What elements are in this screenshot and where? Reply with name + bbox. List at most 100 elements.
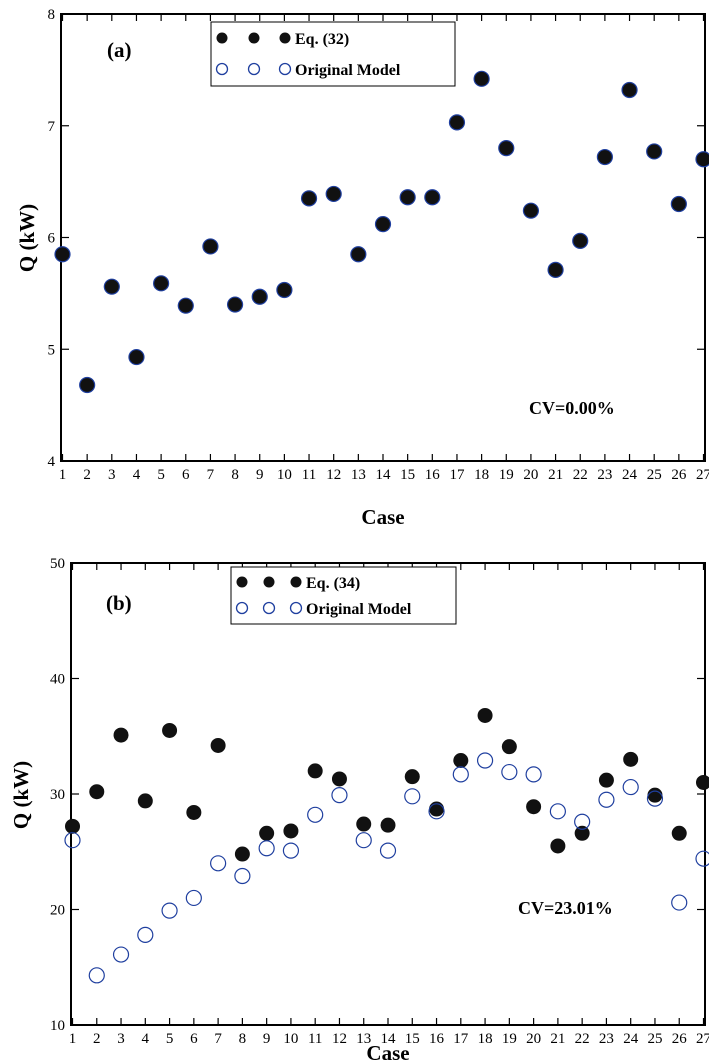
legend: Eq. (32) Original Model (210, 21, 456, 87)
y-tick-label: 6 (48, 231, 56, 247)
data-point-open (54, 246, 71, 263)
panel-label: (b) (106, 591, 132, 615)
data-point-filled (301, 190, 317, 206)
y-tick-label: 4 (48, 454, 56, 470)
x-tick-label: 8 (231, 467, 239, 483)
data-point-open (379, 842, 397, 859)
data-point-filled (283, 823, 299, 839)
x-tick-label: 23 (597, 467, 612, 483)
data-point-filled (523, 203, 539, 219)
data-point-filled (501, 739, 517, 755)
data-point-filled (210, 737, 226, 753)
data-point-open (137, 926, 154, 944)
data-point-filled (574, 825, 590, 841)
x-tick-label: 10 (277, 467, 292, 483)
data-point-filled (307, 763, 323, 779)
x-tick-label: 14 (381, 1031, 397, 1047)
data-points (54, 70, 709, 394)
data-point-open (226, 296, 244, 313)
x-axis-label: Case (361, 505, 404, 529)
data-point-open (646, 790, 664, 807)
data-point-filled (276, 282, 292, 298)
data-point-open (161, 902, 178, 919)
legend-marker-open (262, 601, 276, 615)
data-point-filled (623, 751, 639, 767)
data-point-open (670, 195, 687, 213)
data-point-filled (404, 769, 420, 785)
data-point-open (428, 803, 445, 820)
data-point-filled (89, 784, 105, 800)
x-tick-label: 21 (548, 467, 563, 483)
data-point-open (695, 151, 709, 168)
x-tick-label: 19 (502, 1031, 517, 1047)
x-tick-label: 1 (69, 1031, 77, 1047)
data-point-open (234, 867, 251, 885)
data-point-filled (65, 818, 80, 834)
data-point-open (671, 894, 688, 911)
y-tick-label: 10 (50, 1018, 65, 1034)
x-tick-label: 27 (696, 467, 709, 483)
data-point-filled (400, 189, 416, 205)
data-point-open (325, 185, 342, 203)
data-point-open (572, 232, 589, 249)
legend-marker-open (215, 62, 229, 76)
data-point-open (185, 889, 202, 907)
data-point-open (251, 288, 268, 305)
x-tick-label: 20 (523, 467, 538, 483)
legend: Eq. (34) Original Model (230, 566, 457, 625)
data-point-filled (671, 825, 687, 841)
data-point-filled (113, 727, 129, 743)
data-point-open (153, 275, 170, 292)
data-point-open (374, 215, 392, 233)
data-point-filled (202, 238, 218, 254)
data-point-open (452, 766, 469, 783)
data-point-filled (449, 114, 465, 130)
legend-marker-open (278, 62, 292, 76)
x-tick-label: 17 (453, 1031, 469, 1047)
y-tick-label: 30 (50, 787, 65, 803)
x-tick-label: 24 (622, 467, 638, 483)
x-tick-label: 6 (190, 1031, 198, 1047)
data-point-filled (598, 772, 614, 788)
legend-marker-filled (279, 32, 291, 44)
x-tick-label: 19 (499, 467, 514, 483)
x-tick-label: 11 (308, 1031, 322, 1047)
data-point-filled (259, 825, 275, 841)
data-point-open (331, 787, 348, 804)
data-point-open (355, 832, 372, 849)
data-point-open (103, 278, 120, 295)
data-point-filled (572, 233, 588, 249)
y-tick-label: 20 (50, 903, 65, 919)
data-point-filled (79, 377, 95, 393)
x-tick-label: 17 (449, 467, 465, 483)
data-point-filled (548, 262, 564, 278)
data-point-open (88, 967, 105, 984)
x-tick-label: 21 (550, 1031, 565, 1047)
legend-marker-open (247, 62, 261, 76)
data-point-filled (696, 151, 709, 167)
data-point-filled (474, 71, 490, 87)
data-point-filled (550, 838, 566, 854)
x-tick-label: 26 (671, 467, 687, 483)
legend-marker-filled (248, 32, 260, 44)
x-tick-label: 15 (400, 467, 415, 483)
legend-box (230, 566, 457, 625)
panel-label: (a) (107, 38, 132, 62)
x-tick-label: 5 (166, 1031, 174, 1047)
x-tick-label: 13 (356, 1031, 371, 1047)
data-point-open (202, 238, 219, 255)
data-point-open (549, 803, 566, 820)
data-point-filled (622, 82, 638, 98)
data-point-open (525, 766, 542, 783)
data-point-open (177, 297, 194, 314)
data-point-filled (227, 297, 243, 313)
data-point-filled (331, 771, 347, 787)
x-tick-label: 2 (93, 1031, 101, 1047)
data-point-open (258, 840, 275, 857)
x-tick-label: 26 (672, 1031, 688, 1047)
y-ticks: 10 20 30 40 50 (50, 556, 705, 1034)
data-point-filled (162, 722, 178, 738)
x-tick-label: 3 (108, 467, 116, 483)
legend-marker-open (235, 601, 249, 615)
